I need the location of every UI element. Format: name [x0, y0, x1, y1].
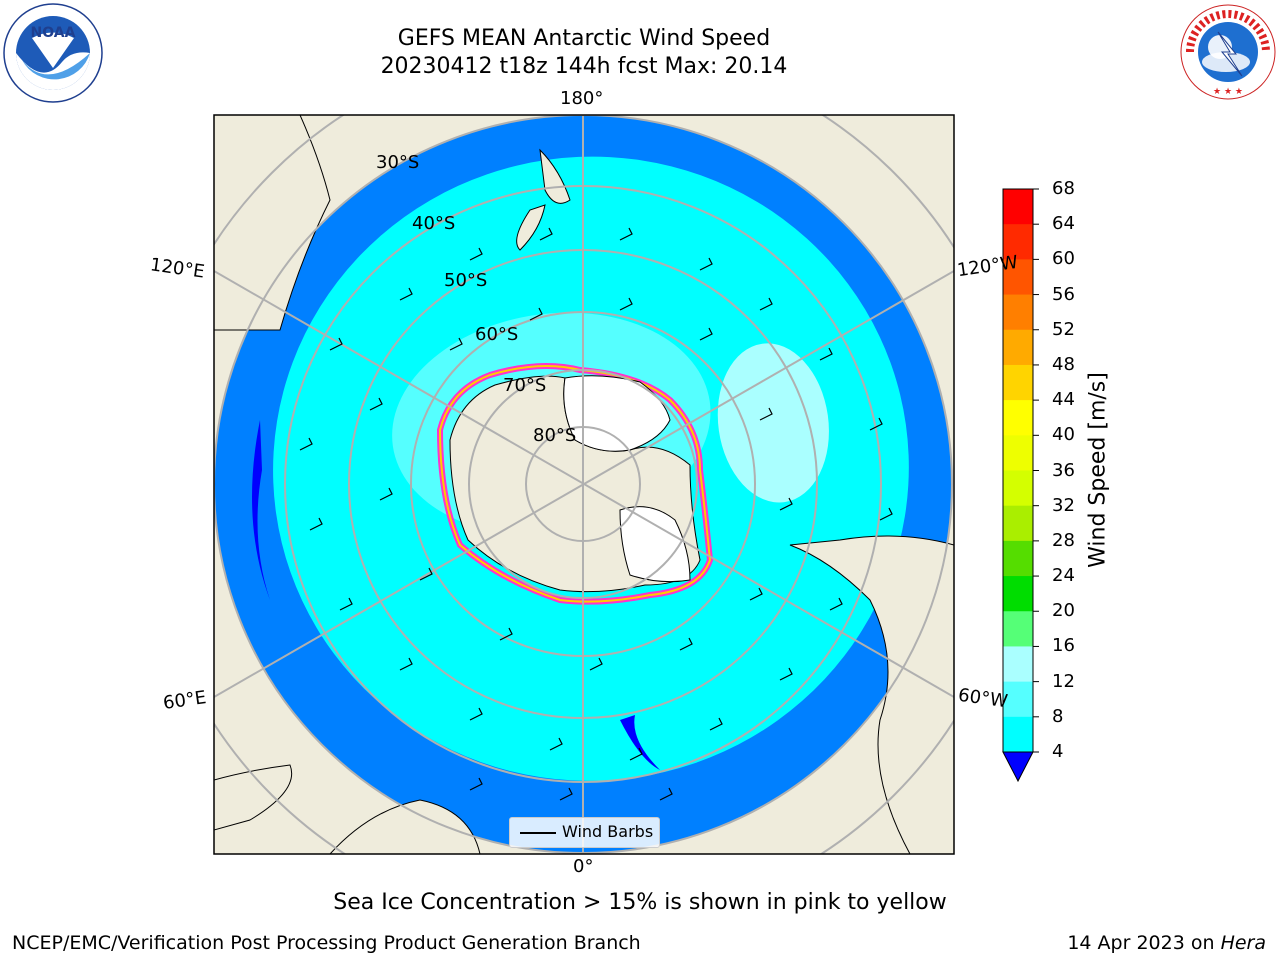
- colorbar-tick-label: 64: [1052, 213, 1075, 235]
- colorbar-tick-label: 60: [1052, 248, 1075, 270]
- chart-title: GEFS MEAN Antarctic Wind Speed: [397, 26, 771, 51]
- colorbar-segment: [1003, 259, 1033, 296]
- meridian-label-180: 180°: [560, 88, 604, 109]
- graticule: [214, 115, 954, 854]
- wind-band-16-20: [717, 343, 829, 503]
- colorbar-segment: [1003, 189, 1033, 225]
- colorbar: [1002, 188, 1039, 783]
- colorbar-segment: [1003, 224, 1033, 260]
- colorbar-segment: [1003, 470, 1033, 507]
- new-zealand-south-island: [516, 204, 546, 251]
- australia-landmass: [214, 115, 331, 331]
- parallel-label-40s: 40°S: [412, 213, 456, 234]
- colorbar-title: Wind Speed [m/s]: [1085, 372, 1111, 568]
- colorbar-segment: [1003, 400, 1033, 436]
- new-zealand-north-island: [539, 148, 571, 204]
- wind-band-0-4: [252, 420, 270, 600]
- colorbar-tick-label: 12: [1052, 670, 1075, 692]
- colorbar-segment: [1003, 294, 1033, 331]
- colorbar-tick-label: 44: [1052, 389, 1075, 411]
- parallel-label-60s: 60°S: [475, 324, 519, 345]
- parallel-label-30s: 30°S: [376, 152, 420, 173]
- chart-subtitle: 20230412 t18z 144h fcst Max: 20.14: [380, 54, 788, 79]
- colorbar-tick-label: 68: [1052, 178, 1075, 199]
- colorbar-extend-triangle: [1002, 751, 1034, 783]
- sea-ice-caption: Sea Ice Concentration > 15% is shown in …: [333, 890, 947, 915]
- colorbar-segment: [1003, 505, 1033, 542]
- wind-barb-legend-line: [520, 832, 556, 834]
- colorbar-tick-label: 52: [1052, 318, 1075, 340]
- colorbar-tick-label: 16: [1052, 635, 1075, 657]
- noaa-logo: NOAA: [3, 3, 103, 103]
- colorbar-segment: [1003, 540, 1033, 577]
- map-legend: Wind Barbs: [509, 817, 660, 848]
- sea-ice-inner-edge: [438, 365, 712, 603]
- colorbar-tick-label: 24: [1052, 565, 1075, 587]
- map-plot-area: [214, 115, 954, 854]
- meridian-label-0: 0°: [573, 856, 594, 877]
- nws-logo: ★ ★ ★: [1180, 4, 1276, 100]
- map-frame: [213, 114, 955, 855]
- meridian-60e-120w: [214, 270, 954, 698]
- colorbar-segment: [1003, 681, 1033, 718]
- parallel-label-70s: 70°S: [503, 375, 547, 396]
- wind-band-0-4: [620, 715, 660, 770]
- svg-text:★ ★ ★: ★ ★ ★: [1213, 87, 1243, 97]
- colorbar-segment: [1003, 364, 1033, 401]
- colorbar-tick-label: 40: [1052, 424, 1075, 446]
- footer-host: Hera: [1220, 932, 1266, 954]
- colorbar-segment: [1003, 329, 1033, 366]
- colorbar-tick-label: 28: [1052, 529, 1075, 551]
- madagascar-landmass: [214, 764, 292, 831]
- footer-date-text: 14 Apr 2023 on: [1067, 932, 1221, 954]
- colorbar-segments: [1003, 189, 1033, 753]
- colorbar-segment: [1003, 435, 1033, 471]
- parallel-label-50s: 50°S: [444, 270, 488, 291]
- colorbar-tick-label: 32: [1052, 494, 1075, 516]
- colorbar-segment: [1003, 646, 1033, 683]
- legend-label: Wind Barbs: [562, 822, 654, 841]
- colorbar-tick-label: 36: [1052, 459, 1075, 481]
- noaa-logo-text: NOAA: [31, 25, 76, 41]
- colorbar-segment: [1003, 576, 1033, 612]
- colorbar-tickmarks: [1033, 188, 1039, 753]
- colorbar-tick-label: 48: [1052, 353, 1075, 375]
- footer-branch: NCEP/EMC/Verification Post Processing Pr…: [12, 932, 641, 954]
- colorbar-segment: [1003, 611, 1033, 647]
- footer-date: 14 Apr 2023 on Hera: [1067, 932, 1266, 954]
- weddell-ice-shelf: [619, 506, 691, 583]
- colorbar-tick-label: 8: [1052, 705, 1064, 727]
- parallel-label-80s: 80°S: [533, 425, 577, 446]
- wind-barbs: [299, 227, 893, 801]
- colorbar-tick-label: 4: [1052, 741, 1064, 762]
- colorbar-tick-label: 20: [1052, 600, 1075, 622]
- colorbar-segment: [1003, 716, 1033, 753]
- colorbar-tick-label: 56: [1052, 283, 1075, 305]
